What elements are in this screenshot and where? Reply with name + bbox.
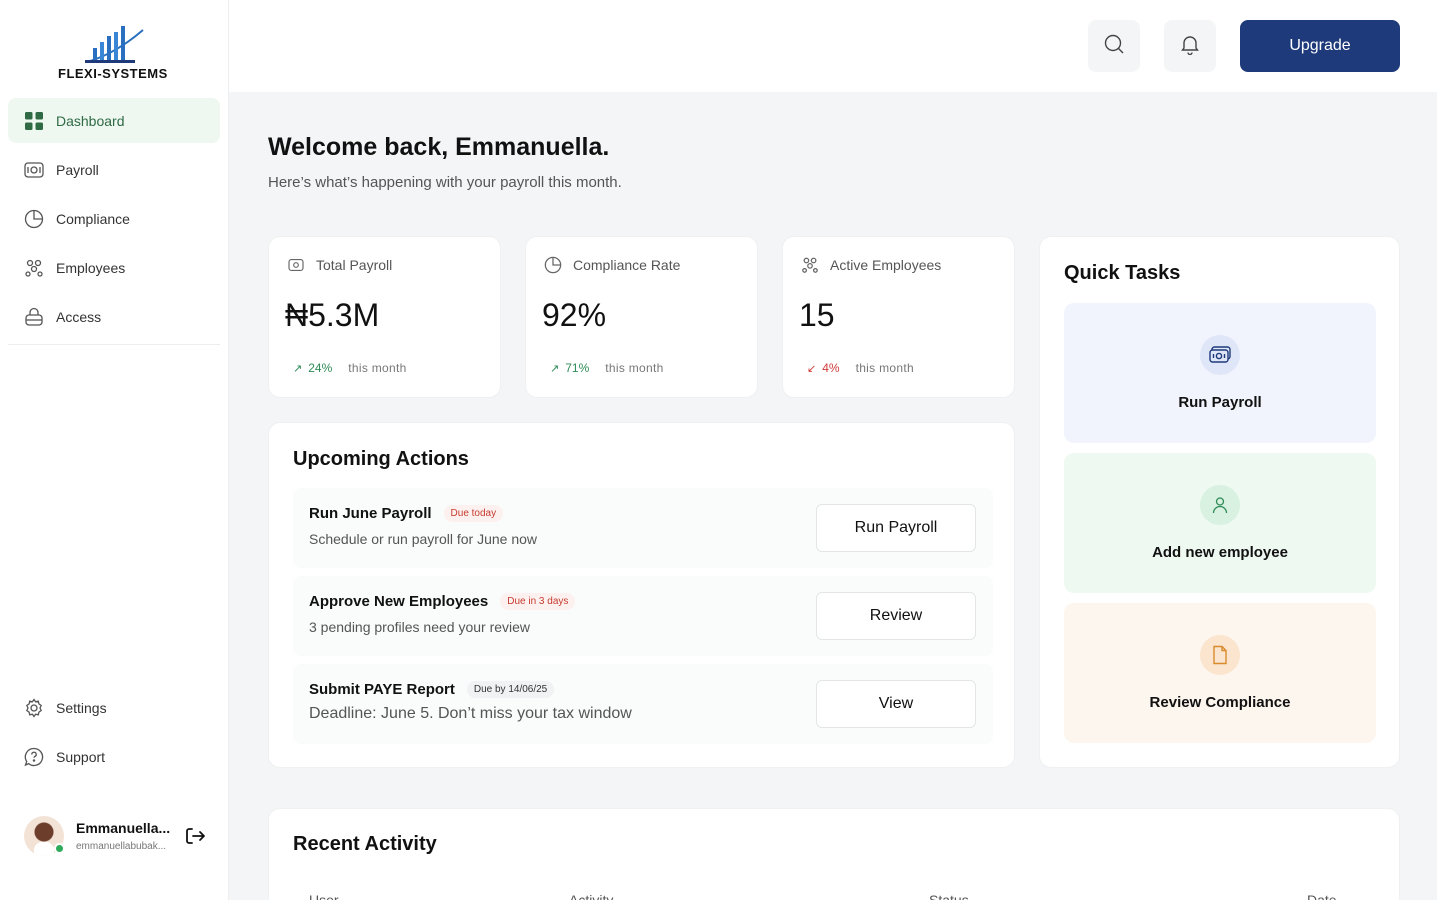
brand-name: FLEXI-SYSTEMS: [58, 66, 168, 81]
stat-change: 24%: [308, 361, 333, 375]
recent-activity-card: Recent Activity User Activity Status Dat…: [268, 808, 1400, 900]
bell-icon: [1179, 33, 1201, 60]
pie-chart-icon: [24, 209, 44, 229]
section-title: Quick Tasks: [1064, 262, 1181, 284]
column-header-date[interactable]: Date: [1307, 892, 1337, 900]
stat-period: this month: [605, 361, 664, 375]
sidebar-item-settings[interactable]: Settings: [8, 685, 220, 730]
online-status-dot: [54, 843, 65, 854]
stat-card-active-employees: Active Employees 15 ↙ 4% this month: [782, 236, 1015, 398]
sidebar-item-compliance[interactable]: Compliance: [8, 196, 220, 241]
action-title: Approve New Employees: [309, 593, 489, 610]
bar-chart-logo-icon: [85, 26, 144, 63]
quick-task-label: Review Compliance: [1149, 694, 1291, 711]
pie-chart-icon: [544, 256, 562, 274]
quick-task-review-compliance[interactable]: Review Compliance: [1064, 603, 1376, 743]
quick-task-label: Add new employee: [1152, 544, 1288, 561]
users-icon: [24, 258, 44, 278]
top-bar: Upgrade: [229, 0, 1437, 92]
action-row-submit-paye: Submit PAYE Report Due by 14/06/25 Deadl…: [293, 664, 993, 744]
stat-title: Compliance Rate: [573, 257, 681, 273]
section-title: Upcoming Actions: [293, 448, 469, 470]
sidebar-item-employees[interactable]: Employees: [8, 245, 220, 290]
cash-icon: [287, 256, 305, 274]
stat-value: 92%: [542, 297, 607, 333]
sidebar-item-label: Payroll: [56, 161, 99, 178]
sidebar-item-payroll[interactable]: Payroll: [8, 147, 220, 192]
page-title: Welcome back, Emmanuella.: [268, 133, 610, 161]
sidebar: FLEXI-SYSTEMS Dashboard Payroll Complian…: [0, 0, 229, 900]
quick-task-run-payroll[interactable]: Run Payroll: [1064, 303, 1376, 443]
due-badge: Due today: [443, 505, 504, 522]
upgrade-button[interactable]: Upgrade: [1240, 20, 1400, 72]
sidebar-item-label: Dashboard: [56, 112, 125, 129]
action-description: 3 pending profiles need your review: [309, 619, 531, 635]
sidebar-item-label: Access: [56, 308, 102, 325]
sidebar-item-label: Employees: [56, 259, 126, 276]
due-badge: Due in 3 days: [500, 593, 576, 610]
grid-icon: [24, 111, 44, 131]
user-name: Emmanuella...: [76, 820, 171, 836]
stat-title: Active Employees: [830, 257, 942, 273]
column-header-user[interactable]: User: [309, 892, 339, 900]
lock-icon: [24, 307, 44, 327]
search-button[interactable]: [1088, 20, 1140, 72]
avatar[interactable]: [24, 816, 64, 856]
user-profile[interactable]: Emmanuella... emmanuellabubak...: [24, 815, 214, 859]
stat-value: ₦5.3M: [285, 297, 380, 333]
stat-card-total-payroll: Total Payroll ₦5.3M ↗ 24% this month: [268, 236, 501, 398]
quick-task-add-employee[interactable]: Add new employee: [1064, 453, 1376, 593]
column-header-activity[interactable]: Activity: [569, 892, 614, 900]
stat-change: 4%: [822, 361, 840, 375]
help-icon: [24, 747, 44, 767]
arrow-up-right-icon: ↗: [293, 362, 303, 375]
run-payroll-button[interactable]: Run Payroll: [816, 504, 976, 552]
stat-period: this month: [855, 361, 914, 375]
sidebar-divider: [8, 344, 220, 345]
arrow-up-right-icon: ↗: [550, 362, 560, 375]
due-badge: Due by 14/06/25: [466, 681, 555, 698]
cash-icon: [1200, 335, 1240, 375]
sidebar-item-label: Compliance: [56, 210, 130, 227]
action-title: Run June Payroll: [309, 505, 432, 522]
arrow-down-left-icon: ↙: [807, 362, 817, 375]
review-button[interactable]: Review: [816, 592, 976, 640]
action-description: Schedule or run payroll for June now: [309, 531, 538, 547]
notifications-button[interactable]: [1164, 20, 1216, 72]
search-icon: [1103, 33, 1125, 60]
document-icon: [1200, 635, 1240, 675]
stat-period: this month: [348, 361, 407, 375]
sidebar-item-access[interactable]: Access: [8, 294, 220, 339]
sidebar-item-dashboard[interactable]: Dashboard: [8, 98, 220, 143]
sidebar-item-support[interactable]: Support: [8, 734, 220, 779]
column-header-status[interactable]: Status: [929, 892, 969, 900]
action-row-approve-employees: Approve New Employees Due in 3 days 3 pe…: [293, 576, 993, 656]
stat-card-compliance-rate: Compliance Rate 92% ↗ 71% this month: [525, 236, 758, 398]
action-title: Submit PAYE Report: [309, 681, 455, 698]
stat-change: 71%: [565, 361, 590, 375]
user-icon: [1200, 485, 1240, 525]
quick-tasks-card: Quick Tasks Run Payroll Add new employee…: [1039, 236, 1400, 768]
gear-icon: [24, 697, 44, 718]
sidebar-item-label: Settings: [56, 699, 107, 716]
action-description: Deadline: June 5. Don’t miss your tax wi…: [309, 705, 632, 722]
stat-value: 15: [799, 297, 835, 333]
sidebar-item-label: Support: [56, 748, 106, 765]
action-row-run-payroll: Run June Payroll Due today Schedule or r…: [293, 488, 993, 568]
cash-icon: [24, 160, 44, 180]
view-button[interactable]: View: [816, 680, 976, 728]
logout-icon[interactable]: [184, 825, 206, 847]
user-email: emmanuellabubak...: [76, 841, 167, 852]
section-title: Recent Activity: [293, 833, 437, 855]
users-icon: [801, 256, 819, 274]
quick-task-label: Run Payroll: [1178, 394, 1262, 411]
page-subtitle: Here’s what’s happening with your payrol…: [268, 174, 622, 191]
stat-title: Total Payroll: [316, 257, 393, 273]
brand-logo[interactable]: FLEXI-SYSTEMS: [55, 22, 175, 84]
upcoming-actions-card: Upcoming Actions Run June Payroll Due to…: [268, 422, 1015, 768]
